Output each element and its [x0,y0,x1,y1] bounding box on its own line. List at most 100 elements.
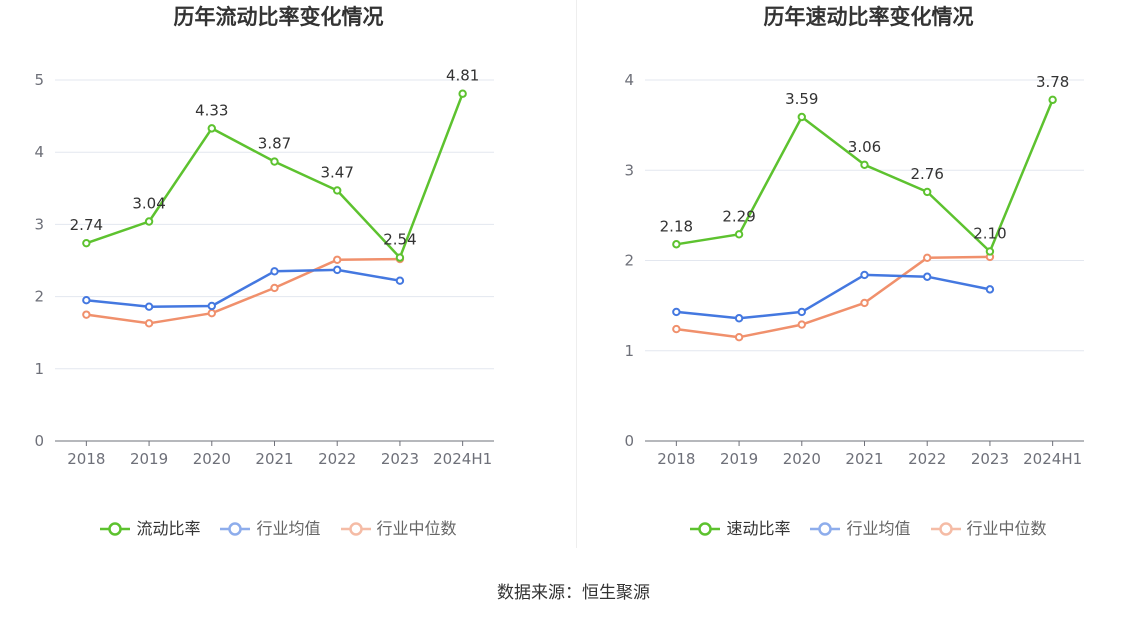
legend-label: 流动比率 [136,519,201,538]
series-0-data-label: 3.04 [132,195,165,213]
x-tick-label: 2021 [255,450,293,468]
series-0-data-label: 2.10 [973,224,1006,242]
series-0-data-label: 3.06 [848,138,881,156]
y-tick-label: 4 [624,71,634,89]
series-2-data-point [734,333,744,342]
series-0-data-point [734,230,744,239]
chart-title: 历年速动比率变化情况 [763,5,974,29]
legend-item-industry-average[interactable]: 行业均值 [220,517,321,541]
line-marker-icon [100,522,131,536]
series-0-data-point [923,187,932,197]
y-tick-label: 5 [34,71,44,89]
series-0-data-label: 3.87 [258,135,291,153]
series-0-data-label: 2.29 [722,207,755,225]
series-2-data-point [270,283,279,293]
line-marker-icon [690,522,721,536]
x-tick-label: 2021 [845,450,883,468]
series-0-data-label: 4.81 [446,67,479,85]
legend-item-industry-median[interactable]: 行业中位数 [930,517,1047,541]
series-2-data-point [144,319,154,328]
series-2-data-point [797,320,806,329]
x-tick-label: 2019 [720,450,758,468]
series-0-data-label: 3.59 [785,90,818,108]
y-tick-label: 2 [624,252,634,270]
legend-item-industry-median[interactable]: 行业中位数 [340,517,457,541]
series-2-data-point [860,298,869,308]
chart-legend: 速动比率 行业均值 行业中位数 [590,517,1147,541]
series-0-data-label: 2.74 [70,216,103,234]
series-0-data-label: 4.33 [195,101,228,119]
x-tick-label: 2022 [318,450,356,468]
series-1-data-point [985,285,995,294]
legend-label: 行业中位数 [376,519,457,538]
series-1-data-point [82,296,91,305]
series-1-data-point [270,267,279,276]
series-1-data-point [333,265,342,275]
series-0-data-point [395,253,405,262]
chart-legend: 流动比率 行业均值 行业中位数 [0,517,557,541]
series-2-data-point [923,253,932,262]
series-0-data-point [1048,95,1057,105]
x-tick-label: 2022 [908,450,946,468]
series-2-data-point [672,324,681,334]
legend-item-current-ratio[interactable]: 流动比率 [100,517,200,541]
series-0-data-point [672,240,681,249]
series-1-line [85,268,402,308]
series-1-data-point [144,302,154,311]
y-tick-label: 0 [34,432,44,450]
x-tick-label: 2023 [971,450,1009,468]
series-0-data-label: 3.78 [1036,73,1069,91]
panel-divider [576,0,577,548]
series-2-data-point [333,255,342,264]
y-tick-label: 1 [624,342,634,360]
x-tick-label: 2024H1 [433,450,492,468]
line-marker-icon [810,522,841,536]
current-ratio-line-chart: 0 1 2 3 4 5 2018 2019 2020 2021 2022 2023 2024H1 2.74… [34,67,494,468]
legend-item-industry-average[interactable]: 行业均值 [810,517,911,541]
legend-label: 行业中位数 [966,519,1047,538]
series-1-data-point [395,276,405,285]
line-marker-icon [220,522,251,536]
x-tick-label: 2024H1 [1023,450,1082,468]
x-tick-label: 2018 [657,450,695,468]
line-marker-icon [930,522,961,536]
series-0-data-label: 3.47 [321,163,354,181]
series-0-data-point [144,217,154,226]
x-tick-label: 2020 [193,450,231,468]
x-tick-label: 2020 [783,450,821,468]
series-1-data-point [923,272,932,281]
y-tick-label: 2 [34,288,44,306]
current-ratio-chart-panel: 历年流动比率变化情况 0 1 2 3 4 5 2018 2019 2020 2021 2022 202… [0,0,557,560]
series-0-data-point [270,157,279,166]
y-tick-label: 4 [34,143,44,161]
y-tick-label: 3 [34,215,44,233]
series-0-data-point [797,112,806,122]
y-tick-label: 0 [624,432,634,450]
y-tick-label: 3 [624,161,634,179]
series-0-data-point [458,89,467,98]
legend-label: 行业均值 [846,519,911,538]
x-tick-label: 2023 [381,450,419,468]
series-2-data-point [207,309,216,318]
series-2-line [675,255,992,339]
legend-item-quick-ratio[interactable]: 速动比率 [690,517,790,541]
series-1-line [675,273,992,320]
quick-ratio-chart-panel: 历年速动比率变化情况 0 1 2 3 4 2018 2019 2020 2021 2022 2023… [590,0,1147,560]
series-0-data-point [860,160,869,170]
series-1-data-point [860,270,869,280]
series-0-data-point [333,186,342,195]
series-0-data-point [985,247,995,256]
data-source-note: 数据来源：恒生聚源 [497,583,650,603]
series-0-data-label: 2.76 [911,165,944,183]
y-tick-label: 1 [34,360,44,378]
legend-label: 行业均值 [256,519,321,538]
series-0-data-point [207,124,216,133]
series-1-data-point [672,307,681,317]
series-0-data-point [82,238,91,248]
series-1-data-point [734,314,744,323]
x-tick-label: 2019 [130,450,168,468]
series-1-data-point [207,301,216,311]
series-1-data-point [797,307,806,317]
series-0-data-label: 2.18 [660,217,693,235]
series-2-line [85,257,402,325]
